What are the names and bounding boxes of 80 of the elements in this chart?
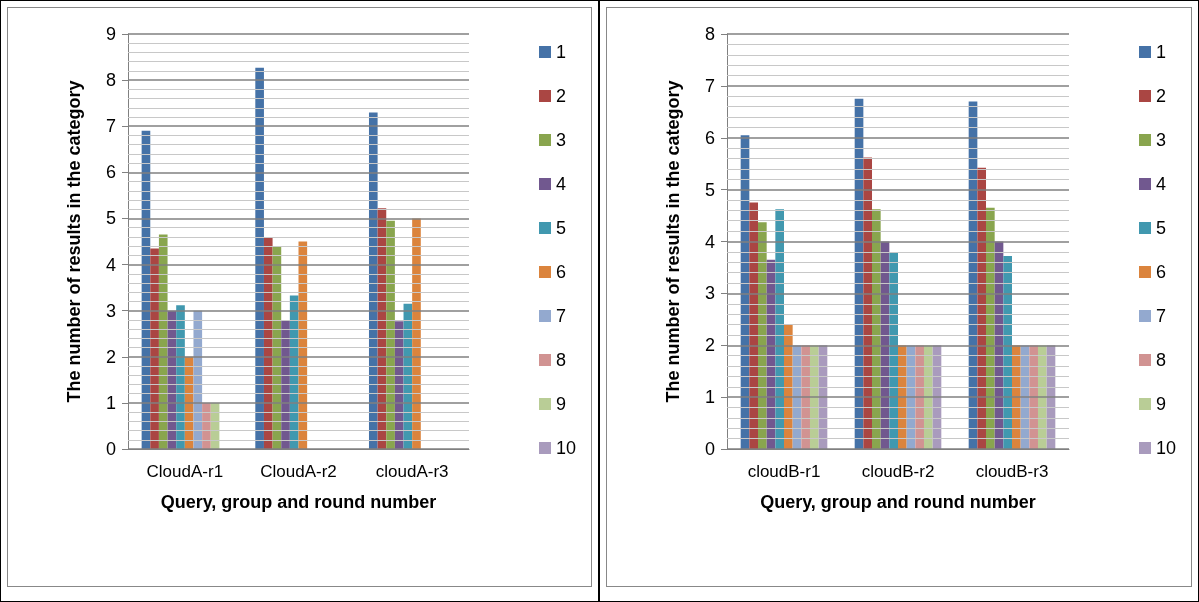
bar [986,207,995,449]
legend-label: 6 [1155,262,1166,282]
bar [1029,345,1038,449]
bar [809,345,819,449]
y-tick-label: 2 [704,335,715,356]
bar [749,202,759,449]
y-tick-label: 6 [105,162,116,183]
legend-label: 9 [1155,394,1166,414]
bar [193,310,203,449]
legend-label: 8 [1155,350,1166,370]
y-tick-label: 4 [704,231,715,252]
x-axis-title: Query, group and round number [760,492,1036,512]
y-tick-label: 6 [704,127,715,148]
bar [1037,345,1047,449]
legend-label: 2 [1155,86,1166,106]
y-axis-title: The number of results in the category [663,80,683,403]
bar [923,345,933,449]
legend-label: 6 [555,262,566,282]
legend-label: 10 [555,438,577,458]
y-tick-label: 8 [704,24,715,44]
bar [176,305,185,449]
bar [386,220,395,449]
bar [758,222,767,449]
bar [872,209,881,449]
bar [202,402,211,449]
bar [863,157,873,449]
y-tick-label: 3 [704,283,715,304]
y-tick-label: 8 [105,70,116,91]
y-axis-title: The number of results in the category [64,80,84,403]
y-tick-label: 5 [105,208,116,229]
x-tick-label: CloudA-r1 [146,462,224,481]
y-tick-label: 1 [105,392,116,413]
legend-label: 1 [1155,42,1166,62]
legend-label: 4 [1155,174,1166,194]
y-tick-label: 0 [704,439,715,459]
y-tick-label: 3 [105,300,116,321]
bar [263,236,273,449]
y-tick-label: 0 [105,439,116,459]
bar [977,167,987,449]
bar [889,251,898,449]
bar [281,319,290,449]
y-tick-label: 4 [105,254,116,275]
legend-label: 7 [555,306,566,326]
bar [784,324,793,449]
y-tick-label: 7 [105,116,116,137]
bar [158,234,168,449]
legend-label: 5 [1155,218,1166,238]
x-tick-label: cloudB-r3 [975,462,1049,481]
bar [368,112,378,449]
bar [394,321,404,449]
legend-label: 10 [1155,438,1177,458]
y-tick-label: 5 [704,179,715,200]
x-tick-label: cloudB-r2 [861,462,935,481]
bar [1003,256,1012,449]
x-tick-label: CloudA-r2 [260,462,337,481]
legend-label: 3 [555,130,566,150]
legend-label: 8 [555,350,566,370]
legend-label: 7 [1155,306,1166,326]
legend-label: 2 [555,86,566,106]
bar [289,295,299,449]
y-tick-label: 2 [105,346,116,367]
y-tick-label: 1 [704,387,715,408]
legend-label: 4 [555,174,566,194]
y-tick-label: 7 [704,75,715,96]
x-tick-label: cloudB-r1 [747,462,821,481]
bar [150,248,159,449]
bar [915,345,924,449]
bar [775,209,784,449]
y-tick-label: 9 [105,24,116,44]
bar [255,67,264,449]
x-tick-label: cloudA-r3 [375,462,449,481]
legend-label: 9 [555,394,566,414]
bar [898,345,907,449]
bar [1012,345,1021,449]
legend-label: 3 [1155,130,1166,150]
legend-label: 1 [555,42,566,62]
x-axis-title: Query, group and round number [160,492,437,512]
legend-label: 5 [555,218,566,238]
bar [412,218,421,449]
bar [801,345,810,449]
